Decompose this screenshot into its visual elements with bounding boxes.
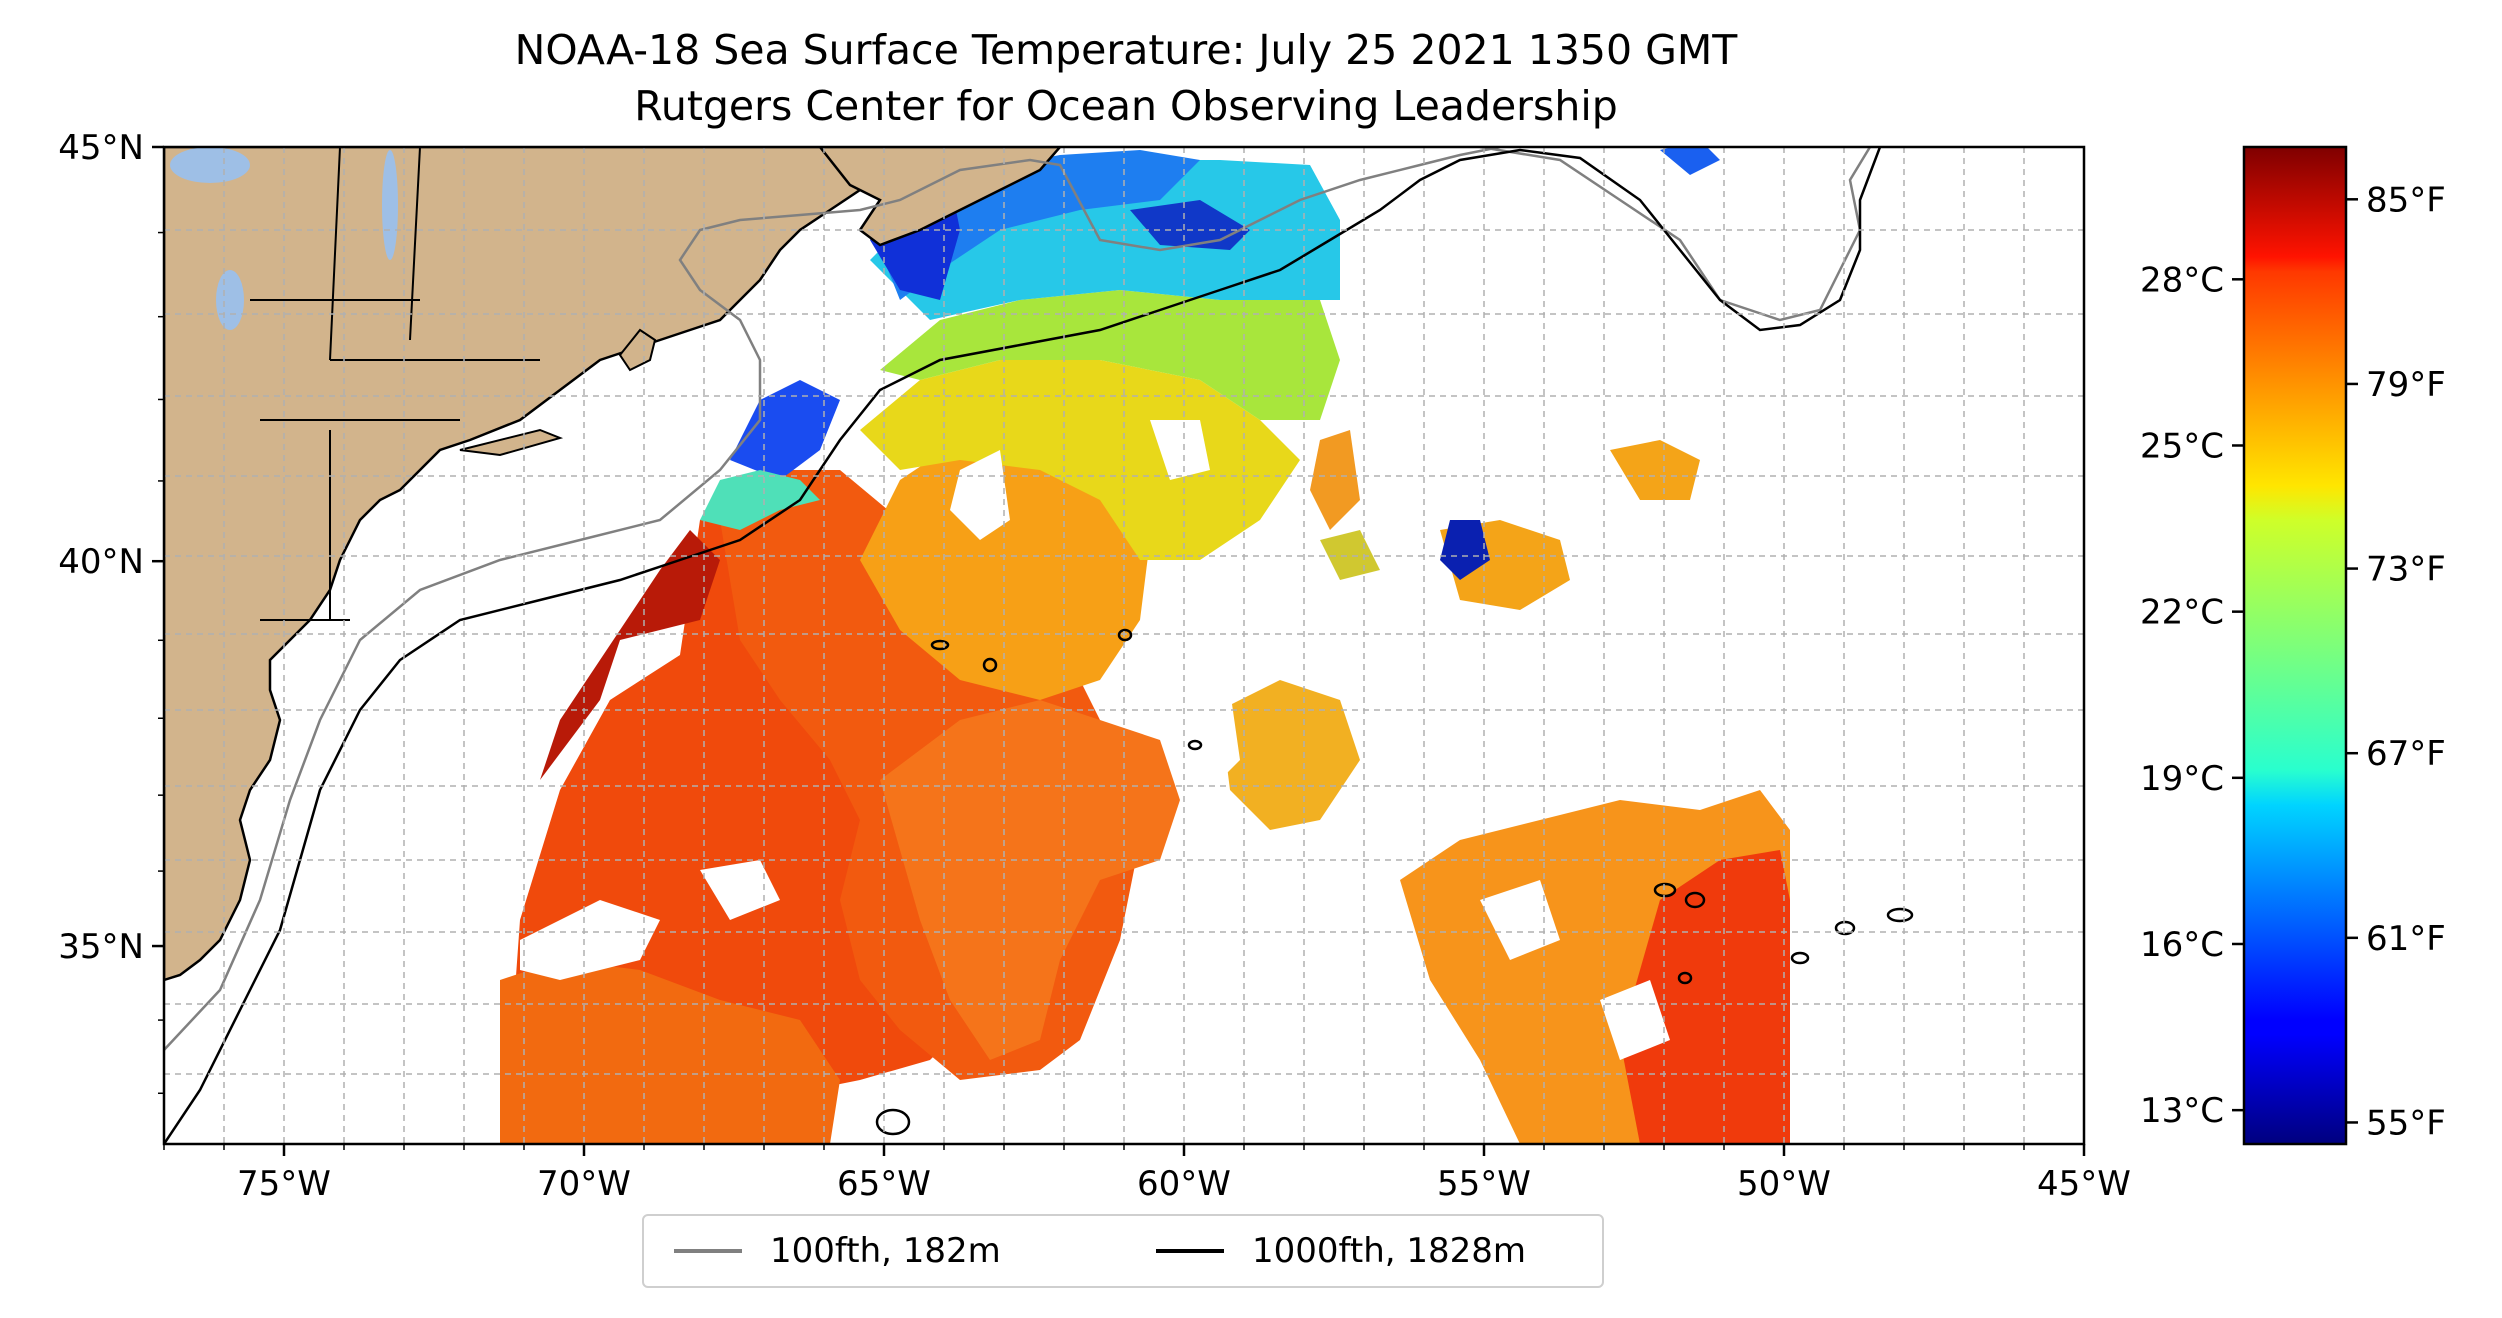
sst-patch-mid-orange xyxy=(860,440,1150,700)
sst-patch-east-red xyxy=(1620,850,1790,1144)
gridlines xyxy=(164,147,2084,1144)
longitude-axis: 75°W 70°W 65°W 60°W 55°W 50°W 45°W xyxy=(163,1144,2131,1204)
lon-tick-label: 45°W xyxy=(2037,1164,2131,1204)
sst-patch-georges-blue xyxy=(1130,200,1250,250)
seamount-contours xyxy=(875,628,1914,1136)
lat-tick-label: 40°N xyxy=(58,542,144,582)
map-subtitle: Rutgers Center for Ocean Observing Leade… xyxy=(634,82,1618,130)
sst-patch-shelf-yellow xyxy=(860,360,1300,560)
sst-patch-scattered-east-1 xyxy=(1220,680,1360,830)
legend-item-100fth: 100fth, 182m xyxy=(674,1216,1001,1286)
legend-swatch-100fth xyxy=(674,1249,742,1253)
latitude-axis: 45°N 40°N 35°N xyxy=(58,128,164,1095)
cape-cod xyxy=(618,328,657,372)
land-layer xyxy=(164,147,1062,982)
long-island xyxy=(459,428,564,457)
lon-tick-label: 70°W xyxy=(537,1164,631,1204)
lon-tick-label: 50°W xyxy=(1737,1164,1831,1204)
sst-patch-scattered-east-blue xyxy=(1440,520,1490,580)
state-borders xyxy=(250,147,540,621)
legend-label-1000fth: 1000fth, 1828m xyxy=(1252,1231,1527,1271)
legend-swatch-1000fth xyxy=(1156,1249,1224,1253)
sst-patch-slope-warm xyxy=(540,530,720,780)
isobath-legend: 100fth, 182m 1000fth, 1828m xyxy=(642,1214,1604,1288)
sst-patch-shelf-cyan-strip xyxy=(700,470,820,530)
legend-label-100fth: 100fth, 182m xyxy=(770,1231,1001,1271)
sst-patch-scattered-far-ne xyxy=(1660,147,1720,175)
lat-tick-label: 45°N xyxy=(58,128,144,168)
lon-tick-label: 65°W xyxy=(837,1164,931,1204)
isobath-1000fth xyxy=(164,147,1882,1144)
sst-patch-east-gulfstream xyxy=(880,700,1180,1060)
lat-tick-label: 35°N xyxy=(58,927,144,967)
coast-land xyxy=(164,147,1002,982)
sst-patch-sargasso-south xyxy=(500,960,840,1144)
legend-item-1000fth: 1000fth, 1828m xyxy=(1156,1216,1526,1286)
cloud-gaps xyxy=(520,420,1670,1060)
sst-patch-scattered-mid xyxy=(1320,530,1380,580)
sst-patch-shelf-green xyxy=(880,290,1340,420)
sst-patch-inshore-blue xyxy=(730,380,840,480)
sst-patch-scattered-ne-2 xyxy=(1310,430,1360,530)
sst-patch-scattered-ne-1 xyxy=(1610,440,1700,500)
lon-tick-label: 60°W xyxy=(1137,1164,1231,1204)
map-title: NOAA-18 Sea Surface Temperature: July 25… xyxy=(514,26,1738,74)
sst-data-layer xyxy=(500,147,1790,1144)
lon-tick-label: 75°W xyxy=(237,1164,331,1204)
lakes xyxy=(170,147,398,330)
isobath-100fth xyxy=(164,147,1872,1051)
lon-tick-label: 55°W xyxy=(1437,1164,1531,1204)
